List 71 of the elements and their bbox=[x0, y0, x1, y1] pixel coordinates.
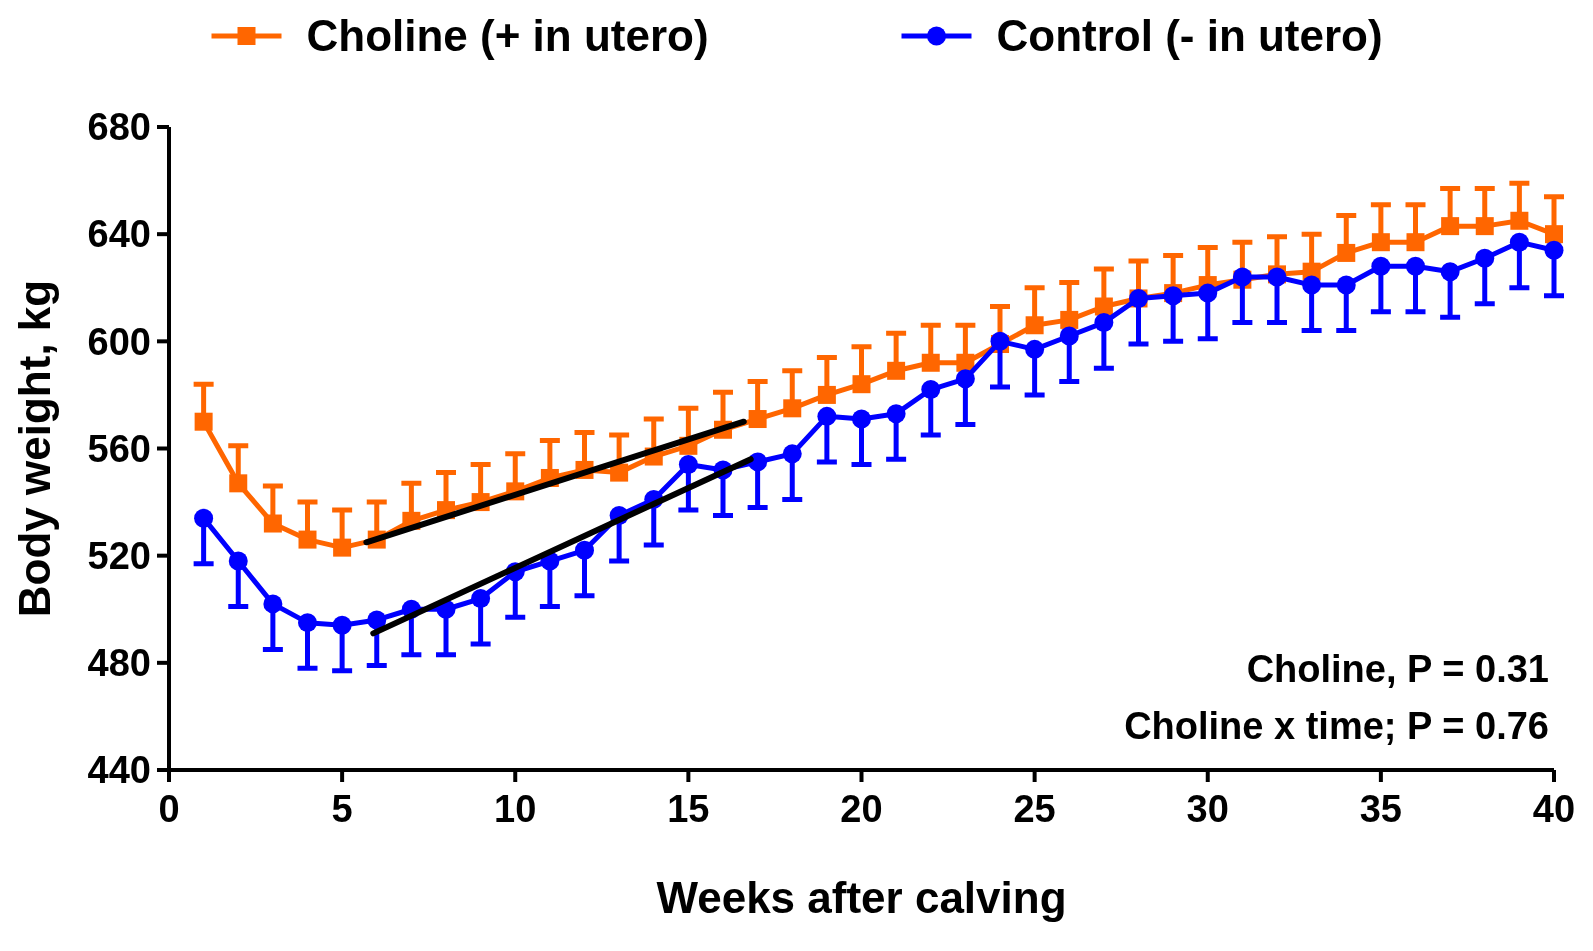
point bbox=[1406, 233, 1425, 252]
point bbox=[921, 380, 941, 400]
point bbox=[1509, 232, 1529, 252]
point bbox=[298, 530, 317, 549]
point bbox=[1060, 310, 1079, 329]
point bbox=[1302, 275, 1322, 295]
x-tick-label: 30 bbox=[1186, 788, 1229, 830]
point bbox=[228, 551, 248, 571]
y-tick-label: 520 bbox=[87, 534, 151, 577]
legend-label: Choline (+ in utero) bbox=[306, 11, 709, 61]
point bbox=[748, 410, 767, 429]
point bbox=[1336, 275, 1356, 295]
annotation: Choline x time; P = 0.76 bbox=[1124, 705, 1549, 747]
x-tick-label: 35 bbox=[1359, 788, 1403, 830]
point bbox=[887, 361, 906, 380]
point bbox=[1475, 217, 1494, 236]
point bbox=[678, 455, 698, 475]
x-axis-title: Weeks after calving bbox=[656, 873, 1067, 922]
point bbox=[1094, 297, 1113, 316]
y-tick-label: 440 bbox=[87, 749, 151, 792]
point bbox=[298, 613, 317, 633]
point bbox=[229, 474, 248, 493]
y-tick-label: 680 bbox=[87, 106, 151, 149]
point bbox=[886, 404, 906, 424]
point bbox=[367, 610, 387, 630]
x-tick-label: 5 bbox=[331, 788, 353, 830]
point bbox=[1441, 217, 1460, 236]
point bbox=[1094, 313, 1114, 333]
point bbox=[1406, 256, 1425, 276]
point bbox=[1440, 262, 1460, 282]
point bbox=[1198, 283, 1218, 303]
point bbox=[921, 353, 940, 372]
point bbox=[782, 444, 802, 464]
point bbox=[955, 369, 975, 389]
point bbox=[332, 615, 352, 635]
x-tick-label: 40 bbox=[1532, 788, 1576, 830]
point bbox=[263, 594, 283, 614]
point bbox=[817, 406, 837, 426]
point bbox=[1337, 243, 1356, 262]
point bbox=[1544, 240, 1564, 260]
point bbox=[1059, 326, 1079, 346]
x-tick-label: 0 bbox=[158, 788, 180, 830]
point bbox=[817, 385, 836, 404]
x-tick-label: 10 bbox=[494, 788, 537, 830]
point bbox=[1371, 256, 1391, 276]
point bbox=[852, 409, 871, 429]
x-tick-label: 20 bbox=[840, 788, 883, 830]
annotation: Choline, P = 0.31 bbox=[1246, 648, 1549, 690]
y-tick-label: 600 bbox=[87, 320, 151, 363]
y-tick-label: 640 bbox=[87, 213, 151, 256]
legend-label: Control (- in utero) bbox=[996, 11, 1383, 61]
x-tick-label: 15 bbox=[667, 788, 710, 830]
x-tick-label: 25 bbox=[1013, 788, 1056, 830]
point bbox=[1475, 248, 1495, 268]
point bbox=[333, 538, 352, 557]
point bbox=[1545, 225, 1563, 244]
point bbox=[1025, 316, 1044, 335]
point bbox=[1025, 339, 1045, 359]
y-axis-title: Body weight, kg bbox=[10, 279, 59, 618]
point bbox=[852, 375, 871, 394]
point bbox=[263, 514, 282, 533]
point bbox=[194, 508, 214, 528]
point bbox=[610, 463, 629, 482]
point bbox=[783, 399, 802, 418]
y-tick-label: 560 bbox=[87, 427, 151, 470]
point bbox=[471, 589, 491, 609]
point bbox=[575, 540, 594, 560]
point bbox=[1510, 211, 1529, 230]
point bbox=[194, 412, 213, 431]
y-tick-label: 480 bbox=[87, 642, 151, 685]
point bbox=[1371, 233, 1390, 252]
